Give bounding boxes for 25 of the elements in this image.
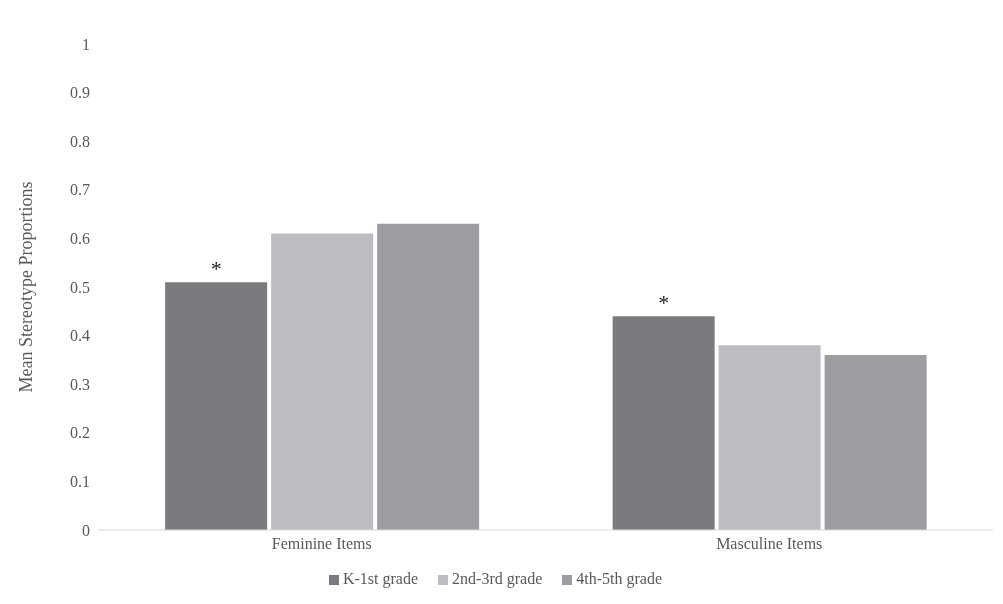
bar bbox=[718, 345, 821, 530]
y-tick-label: 1 bbox=[82, 35, 90, 53]
bar bbox=[824, 355, 927, 530]
annotation: * bbox=[658, 290, 670, 316]
y-tick-label: 0.8 bbox=[70, 132, 90, 150]
annotation: * bbox=[210, 256, 222, 282]
y-tick-label: 0.6 bbox=[70, 230, 90, 248]
x-tick-label: Masculine Items bbox=[716, 535, 823, 553]
y-tick-label: 0.2 bbox=[70, 424, 90, 442]
bar bbox=[271, 233, 374, 530]
bar bbox=[165, 282, 268, 530]
y-tick-label: 0.7 bbox=[70, 181, 90, 199]
legend-label: K-1st grade bbox=[342, 570, 419, 587]
x-tick-label: Feminine Items bbox=[271, 535, 372, 553]
y-tick-label: 0.4 bbox=[70, 327, 90, 345]
legend-label: 4th-5th grade bbox=[576, 570, 663, 587]
y-tick-label: 0.9 bbox=[70, 84, 90, 102]
y-tick-label: 0 bbox=[82, 521, 90, 539]
bar bbox=[612, 316, 715, 530]
y-tick-label: 0.1 bbox=[70, 473, 90, 491]
bar bbox=[377, 223, 480, 530]
y-tick-label: 0.3 bbox=[70, 375, 90, 393]
legend-label: 2nd-3rd grade bbox=[452, 570, 543, 587]
y-axis-title: Mean Stereotype Proportions bbox=[16, 181, 37, 393]
y-tick-label: 0.5 bbox=[70, 278, 90, 296]
